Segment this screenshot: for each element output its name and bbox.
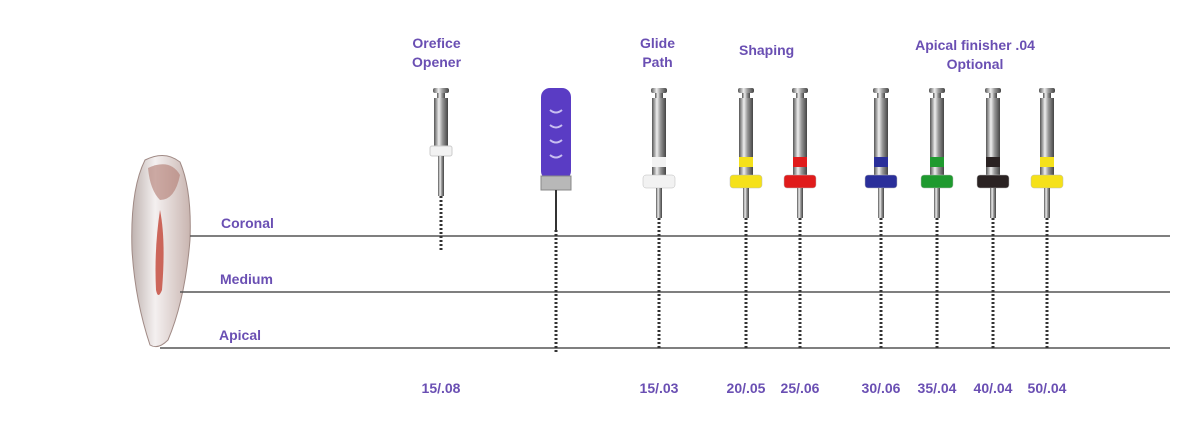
zone-label-apical: Apical — [219, 327, 262, 343]
file-25--06 — [783, 88, 817, 348]
file-50--04 — [1030, 88, 1064, 348]
file-15--08 — [429, 88, 453, 250]
file-size-label: 15/.08 — [421, 380, 461, 396]
file-size-label: 50/.04 — [1027, 380, 1067, 396]
zone-label-medium: Medium — [220, 271, 273, 287]
file-size-label: 15/.03 — [639, 380, 679, 396]
file-hand-file — [540, 88, 572, 352]
tooth-image — [131, 155, 191, 348]
file-size-label: 25/.06 — [780, 380, 820, 396]
file-15--03 — [642, 88, 676, 348]
file-size-label: 20/.05 — [726, 380, 766, 396]
apical-title: Apical finisher .04 — [915, 37, 1035, 53]
file-size-label: 40/.04 — [973, 380, 1013, 396]
file-size-label: 30/.06 — [861, 380, 901, 396]
apical-optional: Optional — [946, 56, 1004, 72]
file-20--05 — [729, 88, 763, 348]
group-label-shaping: Shaping — [739, 42, 795, 58]
zone-label-coronal: Coronal — [221, 215, 274, 231]
group-label-glide-path: Glide Path — [640, 35, 676, 70]
file-40--04 — [976, 88, 1010, 348]
file-30--06 — [864, 88, 898, 348]
group-label-orifice-opener: Orefice Opener — [412, 35, 462, 70]
file-35--04 — [920, 88, 954, 348]
file-size-label: 35/.04 — [917, 380, 957, 396]
group-label-apical-finisher: Apical finisher .04 Optional — [890, 36, 1060, 74]
